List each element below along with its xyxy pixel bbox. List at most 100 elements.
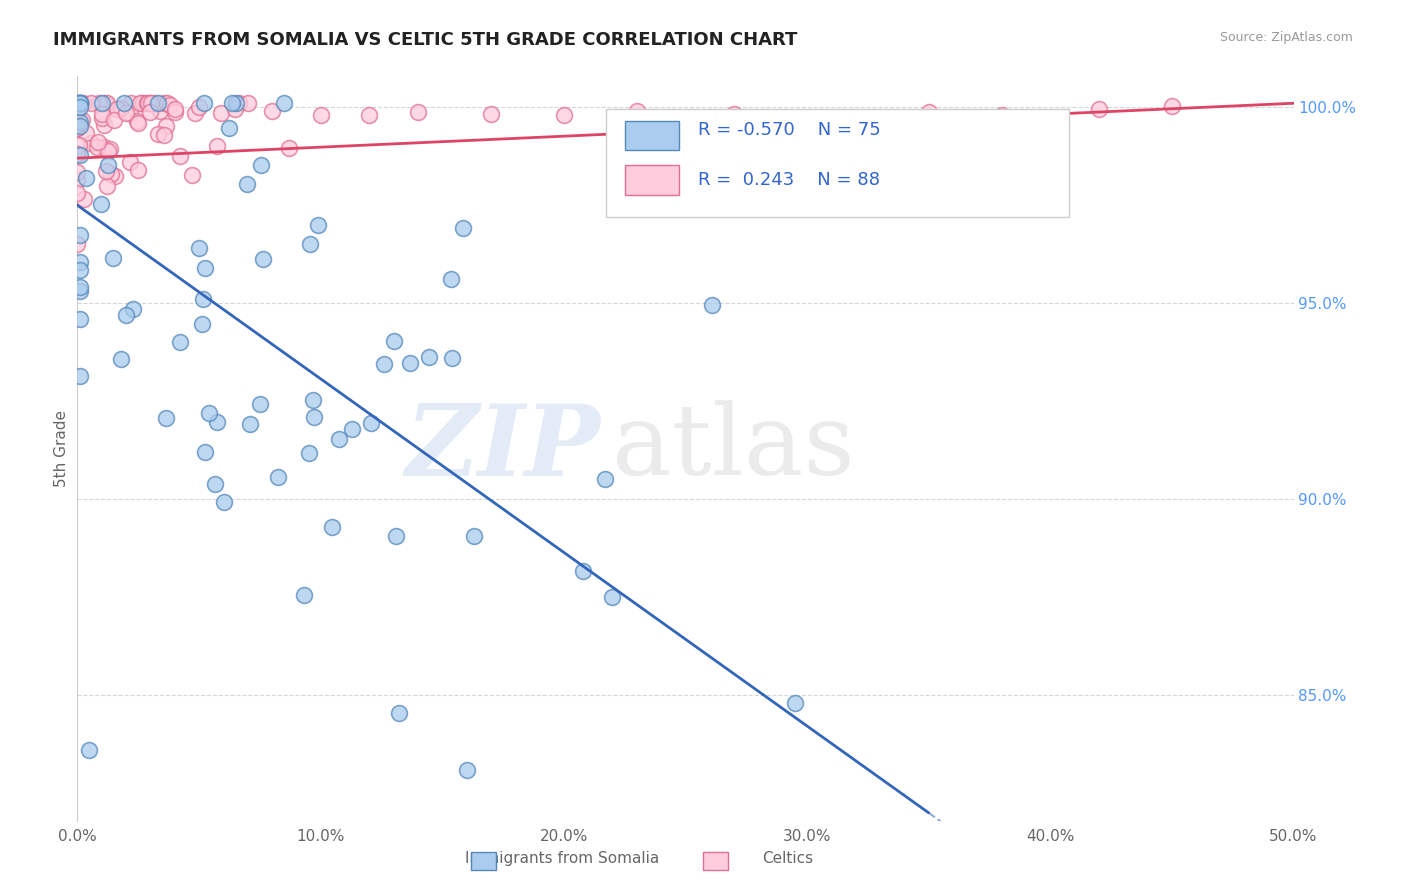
Point — [69, 96, 91, 111]
Point — [69, 96, 91, 111]
Point — [155, 120, 177, 134]
Point — [66, 120, 89, 135]
Bar — [624, 120, 679, 150]
Point — [146, 96, 169, 111]
Point — [205, 415, 228, 429]
Point — [90, 196, 112, 211]
Point — [93, 140, 115, 154]
Point — [298, 446, 321, 460]
Point — [359, 108, 381, 122]
Point — [299, 236, 322, 251]
Point — [115, 308, 138, 322]
Point — [384, 529, 406, 543]
Point — [304, 409, 326, 424]
Point — [181, 169, 204, 183]
Point — [90, 107, 112, 121]
Point — [159, 97, 181, 112]
Point — [382, 334, 405, 348]
Point — [440, 271, 463, 285]
Text: R =  0.243    N = 88: R = 0.243 N = 88 — [697, 171, 880, 189]
Point — [69, 96, 91, 111]
Point — [321, 520, 343, 534]
Point — [165, 105, 187, 120]
Point — [66, 186, 89, 201]
Point — [198, 406, 221, 420]
Point — [118, 106, 141, 120]
Point — [86, 140, 108, 154]
Point — [79, 743, 101, 757]
Point — [66, 164, 89, 178]
Point — [228, 96, 250, 111]
Text: Celtics: Celtics — [762, 851, 813, 865]
Point — [553, 108, 575, 122]
Point — [307, 218, 329, 232]
Point — [260, 103, 283, 118]
Point — [131, 96, 153, 111]
Point — [139, 96, 162, 111]
Point — [249, 396, 271, 410]
Point — [94, 96, 117, 111]
Point — [103, 112, 125, 127]
Point — [194, 444, 217, 458]
Point — [440, 351, 463, 365]
Point — [87, 135, 110, 149]
Point — [451, 221, 474, 235]
Point — [145, 96, 167, 111]
Point — [456, 763, 478, 777]
Text: IMMIGRANTS FROM SOMALIA VS CELTIC 5TH GRADE CORRELATION CHART: IMMIGRANTS FROM SOMALIA VS CELTIC 5TH GR… — [53, 31, 797, 49]
Point — [418, 350, 440, 364]
Point — [149, 103, 172, 118]
Point — [110, 101, 132, 115]
Point — [236, 177, 259, 191]
Point — [69, 263, 91, 277]
Point — [101, 251, 124, 265]
Text: R = -0.570    N = 75: R = -0.570 N = 75 — [697, 121, 880, 139]
Y-axis label: 5th Grade: 5th Grade — [53, 409, 69, 487]
Point — [990, 108, 1012, 122]
Point — [204, 476, 226, 491]
Text: Source: ZipAtlas.com: Source: ZipAtlas.com — [1219, 31, 1353, 45]
Point — [224, 102, 246, 116]
Point — [250, 158, 273, 172]
Point — [120, 155, 142, 169]
Text: Immigrants from Somalia: Immigrants from Somalia — [465, 851, 659, 865]
Point — [141, 96, 163, 111]
Point — [156, 96, 179, 111]
Point — [292, 588, 315, 602]
Point — [187, 241, 209, 255]
Bar — [606, 110, 1069, 218]
Point — [191, 292, 214, 306]
Point — [66, 105, 89, 120]
Point — [122, 302, 145, 317]
Point — [66, 120, 89, 135]
Point — [205, 139, 228, 153]
Point — [66, 173, 89, 187]
Point — [148, 127, 170, 141]
Point — [373, 357, 395, 371]
Point — [163, 103, 186, 117]
Point — [212, 494, 235, 508]
Point — [66, 103, 89, 118]
Point — [69, 148, 91, 162]
Point — [100, 167, 122, 181]
Point — [239, 417, 262, 431]
Text: ZIP: ZIP — [405, 400, 600, 497]
Point — [127, 162, 149, 177]
Point — [302, 392, 325, 407]
Point — [153, 96, 176, 111]
Point — [136, 96, 159, 111]
Point — [67, 96, 90, 111]
Point — [69, 254, 91, 268]
Point — [783, 696, 806, 710]
Point — [75, 171, 97, 186]
Bar — [624, 165, 679, 195]
Point — [273, 96, 295, 111]
Point — [87, 96, 110, 111]
Point — [94, 164, 117, 178]
Point — [252, 252, 274, 266]
Point — [69, 280, 91, 294]
Point — [193, 96, 215, 111]
Point — [479, 107, 502, 121]
Point — [593, 472, 616, 486]
Point — [183, 106, 205, 120]
